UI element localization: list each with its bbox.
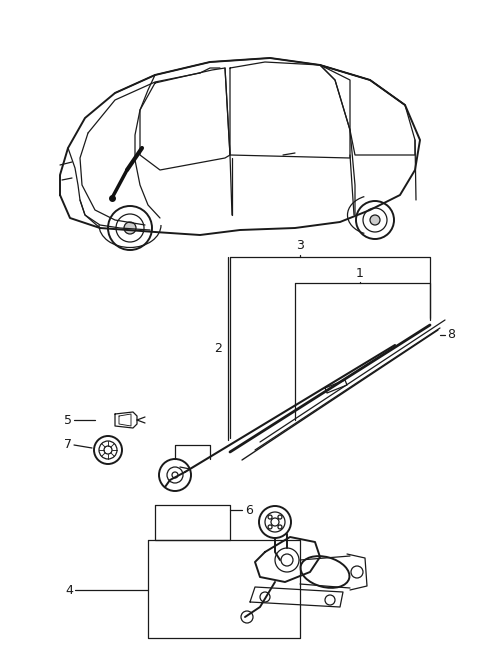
Text: 2: 2 bbox=[214, 342, 222, 354]
Text: 3: 3 bbox=[296, 239, 304, 252]
Circle shape bbox=[124, 222, 136, 234]
Text: 1: 1 bbox=[356, 267, 364, 280]
Text: 7: 7 bbox=[64, 438, 72, 451]
Text: 6: 6 bbox=[245, 504, 253, 516]
Text: 4: 4 bbox=[65, 583, 73, 596]
Circle shape bbox=[370, 215, 380, 225]
Text: 8: 8 bbox=[447, 329, 455, 342]
Text: 5: 5 bbox=[64, 413, 72, 426]
